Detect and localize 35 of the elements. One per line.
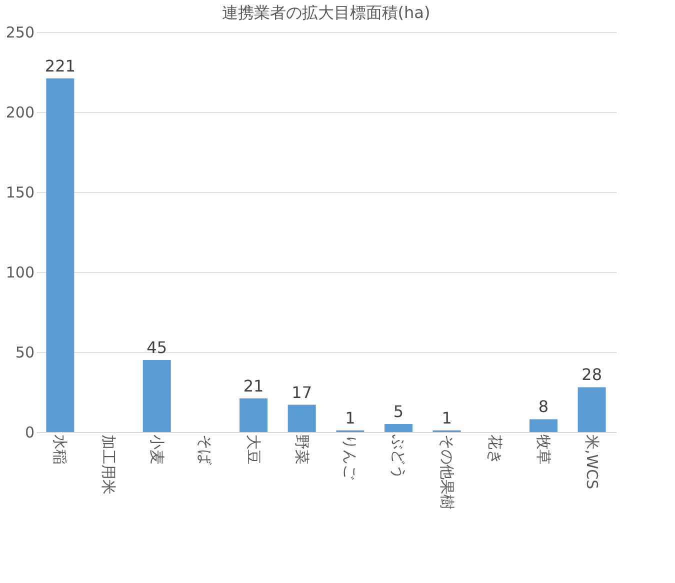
x-tick-label: 大豆 <box>244 434 262 464</box>
bar <box>288 404 316 432</box>
bar <box>142 360 171 432</box>
bar <box>240 398 268 432</box>
x-tick-label: 野菜 <box>292 434 311 464</box>
y-tick-label: 150 <box>6 184 34 202</box>
data-label: 17 <box>292 382 312 402</box>
x-tick-label: 牧草 <box>534 434 552 464</box>
y-tick-label: 100 <box>6 264 34 282</box>
data-label: 5 <box>393 402 404 421</box>
data-label: 221 <box>44 56 76 76</box>
x-tick-label: そば <box>196 434 214 466</box>
x-tick-label: ぶどう <box>390 434 408 480</box>
data-label: 8 <box>538 397 549 416</box>
bar <box>46 78 74 432</box>
y-tick-label: 50 <box>15 344 34 362</box>
x-tick-label: 花き <box>486 434 504 464</box>
bar <box>384 424 412 432</box>
bar <box>578 387 606 432</box>
data-label: 28 <box>582 365 602 384</box>
y-tick-label: 200 <box>6 104 34 122</box>
x-tick-label: 水稲 <box>51 434 70 464</box>
x-tick-label: その他果樹 <box>438 434 456 510</box>
bar <box>530 419 558 432</box>
x-tick-label: りんご <box>341 434 360 480</box>
y-tick-label: 0 <box>24 424 34 442</box>
data-label: 21 <box>243 376 264 396</box>
x-tick-label: 小麦 <box>148 434 166 464</box>
data-label: 1 <box>442 408 452 428</box>
chart-title: 連携業者の拡大目標面積(ha) <box>222 3 430 22</box>
data-label: 1 <box>345 408 356 428</box>
x-tick-label: 加工用米 <box>100 434 118 494</box>
data-label: 45 <box>146 338 168 357</box>
y-tick-label: 250 <box>6 24 34 42</box>
x-tick-label: 米,WCS <box>582 434 601 490</box>
